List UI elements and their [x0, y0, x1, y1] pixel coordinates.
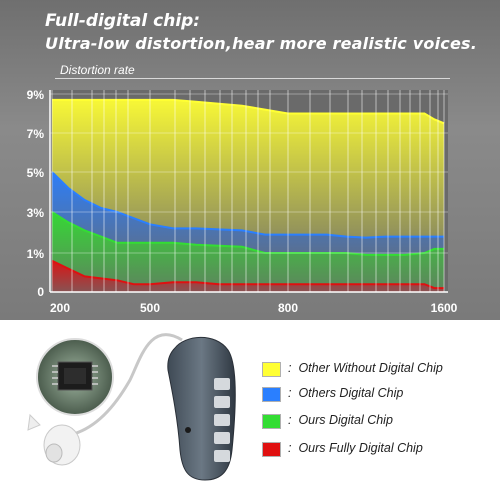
- legend-label: Others Digital Chip: [298, 386, 404, 400]
- x-tick-label: 200: [50, 301, 70, 315]
- y-tick-label: 7%: [27, 127, 45, 141]
- chip-magnifier: [36, 338, 114, 416]
- earbud-icon: [27, 413, 81, 466]
- x-tick-label: 1600: [431, 301, 458, 315]
- label-underline: [55, 78, 450, 79]
- legend-swatch: [262, 387, 281, 402]
- legend-label: Other Without Digital Chip: [298, 361, 443, 375]
- series-line-2: [51, 211, 444, 256]
- y-tick-label: 9%: [27, 88, 45, 102]
- x-tick-label: 500: [140, 301, 160, 315]
- legend-swatch: [262, 362, 281, 377]
- product-panel: [0, 320, 500, 500]
- y-tick-label: 0: [37, 285, 44, 299]
- x-tick-label: 800: [278, 301, 298, 315]
- series-line-3: [51, 259, 444, 290]
- y-tick-label: 1%: [27, 247, 45, 261]
- legend-separator: :: [288, 361, 292, 375]
- y-axis-label: Distortion rate: [60, 63, 135, 77]
- legend-item: : Ours Fully Digital Chip: [258, 440, 498, 460]
- legend-label: Ours Fully Digital Chip: [298, 441, 423, 455]
- distortion-chart: 200 500 800 1600 0 1% 3% 5% 7% 9%: [27, 88, 458, 315]
- y-tick-label: 3%: [27, 206, 45, 220]
- legend-separator: :: [288, 413, 292, 427]
- legend-swatch: [262, 414, 281, 429]
- legend-separator: :: [288, 386, 292, 400]
- series-line-0: [52, 98, 445, 125]
- legend-item: : Ours Digital Chip: [258, 412, 498, 432]
- legend-item: : Others Digital Chip: [258, 385, 498, 405]
- headline-line1: Full-digital chip:: [45, 11, 201, 31]
- legend-swatch: [262, 442, 281, 457]
- legend-item: : Other Without Digital Chip: [258, 360, 498, 380]
- hearing-aid-illustration: [27, 333, 236, 481]
- headline-line2: Ultra-low distortion,hear more realistic…: [45, 34, 478, 53]
- y-tick-label: 5%: [27, 166, 45, 180]
- hearing-aid-body: [167, 336, 236, 481]
- legend-label: Ours Digital Chip: [298, 413, 393, 427]
- legend-separator: :: [288, 441, 292, 455]
- sound-tube: [69, 333, 183, 437]
- series-line-1: [51, 171, 444, 239]
